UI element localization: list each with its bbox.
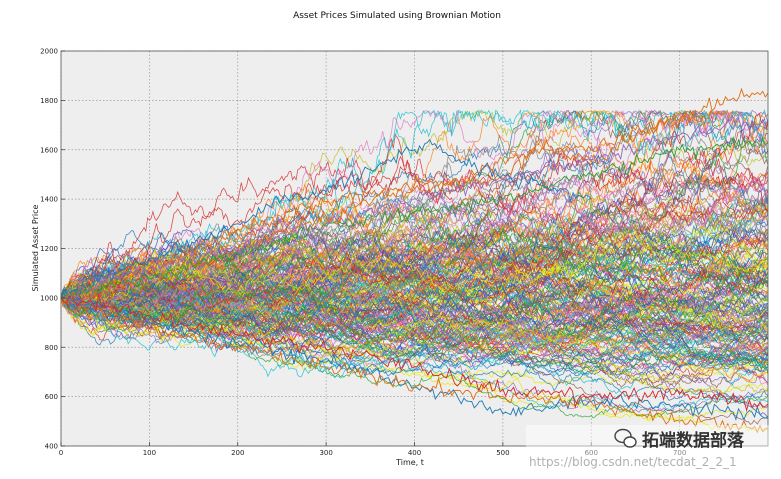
chart-title: Asset Prices Simulated using Brownian Mo… — [293, 11, 501, 21]
x-tick-label: 600 — [585, 449, 598, 457]
y-tick-label: 1000 — [40, 294, 58, 302]
series-line — [60, 225, 769, 307]
x-tick-label: 200 — [231, 449, 244, 457]
wechat-icon — [614, 428, 637, 448]
series-line — [60, 259, 769, 384]
series-line — [60, 112, 769, 308]
series-line — [60, 297, 769, 364]
series-line-extreme — [60, 116, 769, 299]
watermark: 拓端数据部落 https://blog.csdn.net/tecdat_2_2_… — [526, 425, 776, 469]
series-line-extreme — [60, 110, 725, 302]
y-tick-label: 1600 — [40, 146, 58, 154]
series-line — [60, 122, 769, 303]
series-line — [60, 287, 769, 395]
x-tick-label: 100 — [143, 449, 156, 457]
y-tick-label: 400 — [45, 443, 58, 451]
series-line-extreme — [60, 291, 769, 421]
series-line — [60, 109, 769, 303]
series-group — [60, 87, 769, 434]
series-line — [60, 273, 769, 352]
series-line — [60, 297, 769, 363]
series-line — [60, 176, 769, 301]
y-tick-label: 600 — [45, 393, 58, 401]
series-line — [60, 224, 769, 304]
y-tick-label: 1200 — [40, 245, 58, 253]
series-line — [60, 133, 769, 299]
watermark-brand: 拓端数据部落 — [642, 430, 745, 451]
series-line — [60, 290, 769, 367]
series-line — [60, 279, 769, 339]
x-tick-label: 400 — [408, 449, 421, 457]
series-line — [60, 297, 769, 363]
series-line — [60, 262, 769, 360]
y-tick-label: 1800 — [40, 97, 58, 105]
watermark-backdrop — [526, 425, 776, 469]
series-line — [60, 206, 769, 318]
series-line — [60, 194, 769, 309]
y-ticks: 400 600 800 1000 1200 1400 1600 1800 2000 — [40, 48, 65, 451]
series-line — [60, 275, 769, 389]
series-line — [60, 183, 769, 313]
x-tick-label: 300 — [319, 449, 332, 457]
series-line — [60, 226, 769, 313]
y-tick-label: 800 — [45, 344, 58, 352]
series-line — [60, 201, 769, 309]
series-line-extreme — [60, 294, 769, 413]
series-line-extreme — [60, 87, 769, 305]
y-axis-label: Simulated Asset Price — [31, 204, 40, 291]
series-line-extreme — [60, 138, 592, 299]
x-tick-label: 0 — [59, 449, 63, 457]
series-line — [60, 109, 769, 306]
x-ticks: 0 100 200 300 400 500 600 700 — [59, 442, 686, 457]
series-line-extreme — [60, 135, 769, 299]
x-tick-label: 500 — [496, 449, 509, 457]
x-tick-label: 700 — [673, 449, 686, 457]
y-tick-label: 1400 — [40, 196, 58, 204]
watermark-url: https://blog.csdn.net/tecdat_2_2_1 — [529, 455, 737, 469]
series-line — [60, 268, 768, 351]
y-tick-label: 2000 — [40, 48, 58, 56]
series-line — [60, 244, 769, 299]
series-line — [60, 252, 769, 335]
series-line — [60, 197, 769, 309]
series-line — [60, 236, 769, 330]
series-line-extreme — [60, 297, 768, 434]
series-line — [60, 295, 769, 419]
series-line — [60, 282, 769, 379]
series-line — [60, 291, 769, 338]
x-axis-label: Time, t — [395, 458, 424, 467]
